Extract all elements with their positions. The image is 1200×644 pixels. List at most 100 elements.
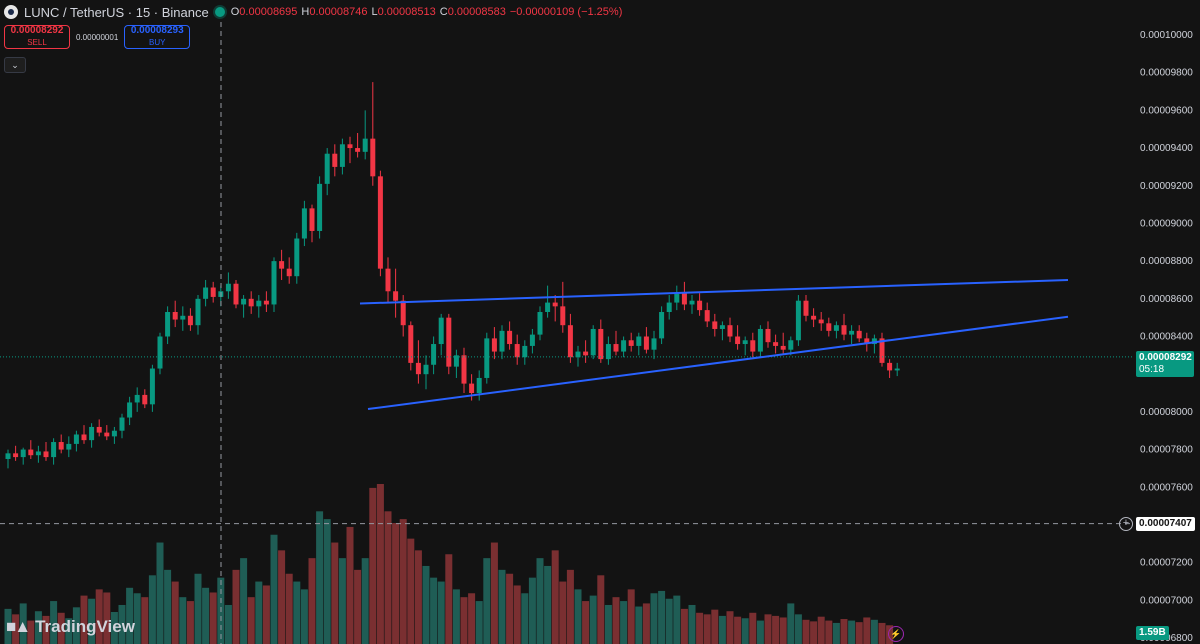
tradingview-logo-icon: ■▲ <box>6 617 31 636</box>
buy-button[interactable]: 0.00008293 BUY <box>124 25 191 49</box>
candle <box>560 306 566 326</box>
volume-bar <box>27 620 35 644</box>
add-alert-icon[interactable]: + <box>1119 517 1133 531</box>
y-tick-label: 0.00007600 <box>1140 482 1193 493</box>
candle <box>157 336 163 369</box>
candle <box>484 338 490 378</box>
volume-tag: 1.59B <box>1136 626 1169 640</box>
volume-bar <box>110 612 118 644</box>
volume-bar <box>589 595 597 644</box>
volume-bar <box>665 598 673 644</box>
candle <box>681 293 687 305</box>
y-tick-label: 0.00009400 <box>1140 143 1193 154</box>
lightning-icon[interactable]: ⚡ <box>888 626 904 642</box>
volume-bar <box>240 558 248 644</box>
volume-bar <box>338 558 346 644</box>
volume-bar <box>483 558 491 644</box>
volume-bar <box>711 609 719 644</box>
volume-bar <box>285 573 293 644</box>
y-tick-label: 0.00010000 <box>1140 30 1193 41</box>
chevron-down-icon[interactable]: ⌄ <box>4 57 26 73</box>
volume-bar <box>171 581 179 644</box>
candle <box>666 302 672 313</box>
candle <box>735 336 741 345</box>
candle <box>818 319 824 324</box>
volume-bar <box>794 614 802 644</box>
candle <box>119 417 125 431</box>
candle <box>795 300 801 341</box>
volume-bar <box>521 593 529 644</box>
candle <box>279 261 285 269</box>
candle <box>51 442 57 458</box>
volume-bar <box>840 619 848 644</box>
candle <box>286 268 292 277</box>
volume-bar <box>832 622 840 644</box>
candle <box>28 449 34 456</box>
candle <box>864 338 870 345</box>
candle <box>58 442 64 450</box>
volume-bar <box>209 592 217 644</box>
candle <box>894 368 900 371</box>
candle <box>324 153 330 184</box>
volume-bar <box>635 606 643 644</box>
volume-bar <box>308 558 316 644</box>
candle <box>765 328 771 343</box>
candle <box>590 328 596 356</box>
volume-bar <box>369 487 377 644</box>
candle <box>514 344 520 358</box>
candle <box>674 293 680 303</box>
volume-bar <box>376 484 384 644</box>
volume-bar <box>103 592 111 644</box>
candle <box>887 362 893 371</box>
candle <box>301 208 307 239</box>
candle <box>309 208 315 231</box>
volume-bar <box>141 597 149 644</box>
candle <box>248 298 254 307</box>
volume-bar <box>65 618 73 644</box>
volume-bar <box>688 604 696 644</box>
volume-bar <box>787 603 795 644</box>
buy-label: BUY <box>149 38 166 47</box>
candle <box>294 238 300 277</box>
candle <box>803 300 809 316</box>
open-value: 0.00008695 <box>239 6 298 18</box>
candle <box>438 317 444 345</box>
sell-button[interactable]: 0.00008292 SELL <box>4 25 70 49</box>
volume-bar <box>270 534 278 644</box>
volume-bar <box>12 614 20 644</box>
volume-bar <box>703 614 711 644</box>
lunc-logo-icon <box>4 5 18 19</box>
volume-bar <box>34 611 42 644</box>
y-tick-label: 0.00009200 <box>1140 181 1193 192</box>
current-price-value: 0.00008292 <box>1139 352 1192 363</box>
candle <box>127 402 133 418</box>
volume-bar <box>513 585 521 644</box>
current-price-tag: 0.00008292 05:18 <box>1136 351 1194 377</box>
low-value: 0.00008513 <box>377 6 436 18</box>
volume-bar <box>536 558 544 644</box>
buy-price: 0.00008293 <box>130 25 184 36</box>
candle <box>5 453 11 459</box>
volume-bar <box>186 601 194 644</box>
y-tick-label: 0.00007000 <box>1140 595 1193 606</box>
volume-bar <box>810 621 818 644</box>
volume-bar <box>604 604 612 644</box>
market-open-icon <box>214 7 225 17</box>
volume-bar <box>354 569 362 644</box>
candle <box>317 183 323 231</box>
volume-bar <box>825 620 833 644</box>
volume-bar <box>133 593 141 644</box>
candle <box>811 315 817 320</box>
candle <box>575 351 581 358</box>
sell-label: SELL <box>27 38 47 47</box>
candle <box>719 325 725 329</box>
candle <box>111 430 117 437</box>
volume-bar <box>855 622 863 644</box>
candle <box>453 355 459 367</box>
volume-bar <box>452 589 460 644</box>
volume-bar <box>612 597 620 644</box>
symbol-title[interactable]: LUNC / TetherUS · 15 · Binance <box>24 4 209 20</box>
tradingview-logo[interactable]: ■▲ TradingView <box>6 617 135 637</box>
candle <box>233 283 239 305</box>
